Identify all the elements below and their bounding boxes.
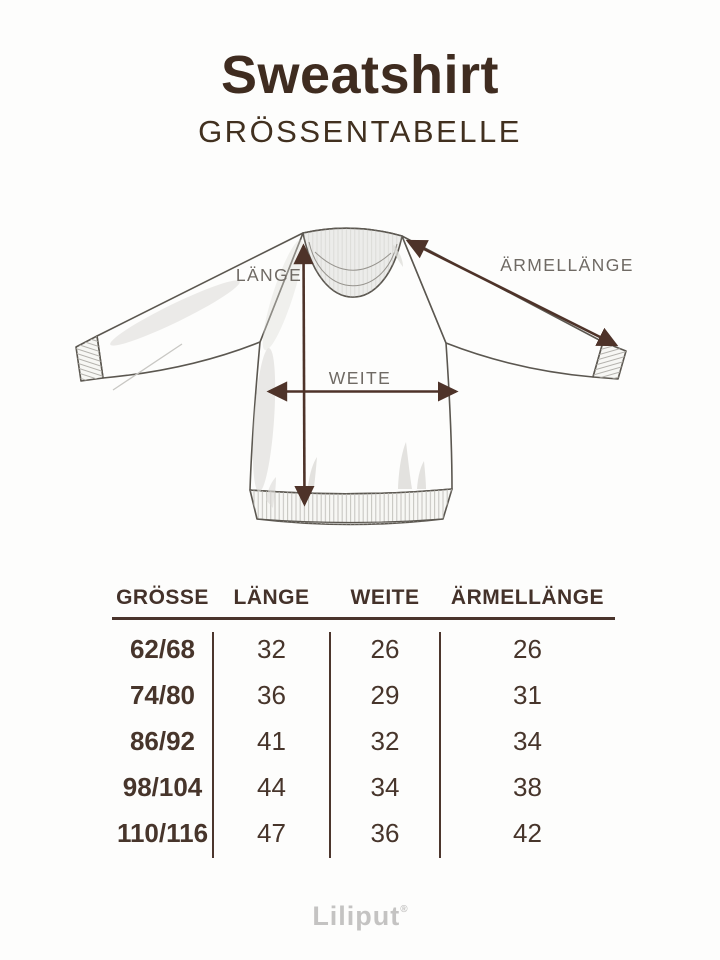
cell-size: 86/92 [129, 726, 196, 756]
cell-aermellaenge: 31 [513, 680, 542, 710]
col-header-weite: WEITE [350, 585, 420, 609]
col-header-aermellaenge: ÄRMELLÄNGE [450, 585, 605, 609]
cell-size: 110/116 [116, 818, 209, 848]
cell-aermellaenge: 38 [513, 772, 542, 802]
cell-weite: 32 [370, 726, 400, 756]
hem-ribbing [250, 489, 452, 525]
laenge-arrow [293, 243, 315, 507]
cell-laenge: 47 [257, 818, 286, 848]
cell-weite: 36 [370, 818, 400, 848]
cell-laenge: 36 [257, 680, 286, 710]
left-cuff-ribbing [76, 336, 103, 381]
cell-size: 74/80 [129, 680, 196, 710]
cell-weite: 29 [370, 680, 400, 710]
size-table-header-row: GRÖSSE LÄNGE WEITE ÄRMELLÄNGE [112, 578, 615, 617]
collar-inner-line [314, 251, 392, 271]
column-divider [329, 632, 331, 858]
cell-size: 98/104 [122, 772, 203, 802]
collar-ribbing [303, 228, 402, 298]
aermellaenge-arrow [405, 239, 619, 347]
diagram-label-laenge: LÄNGE [236, 265, 302, 285]
cell-aermellaenge: 26 [513, 634, 542, 664]
registered-mark: ® [400, 904, 408, 915]
cell-size: 62/68 [129, 634, 196, 664]
cell-aermellaenge: 42 [513, 818, 542, 848]
brand-name: Liliput [312, 901, 401, 931]
column-divider [439, 632, 441, 858]
col-header-laenge: LÄNGE [233, 585, 310, 609]
diagram-label-weite: WEITE [329, 368, 391, 388]
diagram-label-aermellaenge: ÄRMELLÄNGE [500, 255, 634, 275]
cell-weite: 34 [370, 772, 400, 802]
size-table: GRÖSSE LÄNGE WEITE ÄRMELLÄNGE 62/68 32 2… [112, 578, 615, 858]
cell-laenge: 41 [257, 726, 286, 756]
table-header-rule [112, 617, 615, 620]
right-cuff-ribbing [593, 342, 626, 379]
cell-laenge: 44 [257, 772, 286, 802]
page-title: Sweatshirt [220, 45, 500, 105]
collar-inner-line [308, 241, 398, 287]
cell-aermellaenge: 34 [513, 726, 542, 756]
col-header-groesse: GRÖSSE [116, 585, 209, 609]
size-table-body: 62/68 32 26 26 74/80 36 29 31 86/92 41 3… [112, 626, 615, 856]
cell-laenge: 32 [257, 634, 286, 664]
page-subtitle: GRÖSSENTABELLE [198, 114, 522, 149]
brand-logo: Liliput® [0, 901, 720, 932]
hem-opening-line [256, 518, 444, 524]
cell-weite: 26 [370, 634, 400, 664]
column-divider [212, 632, 214, 858]
